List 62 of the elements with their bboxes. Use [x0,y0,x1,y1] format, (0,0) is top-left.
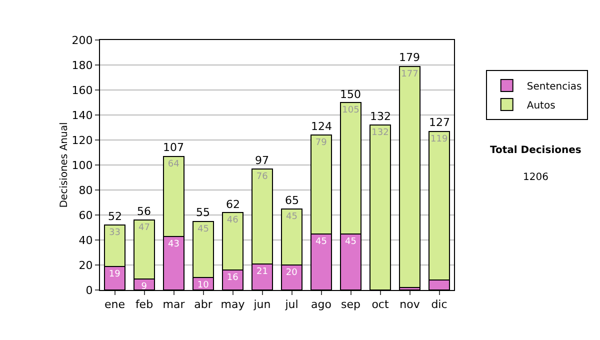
x-tick-label: may [220,298,246,312]
y-axis-title: Decisiones Anual [58,122,70,208]
x-tick-label: sep [341,298,361,312]
data-label: 43 [168,239,180,250]
data-label: 46 [226,216,239,226]
data-label: 10 [197,280,210,290]
data-label: 45 [286,212,298,222]
total-label: 65 [285,194,299,207]
x-tick-label: ago [311,298,332,312]
total-label: 107 [163,141,184,154]
y-tick-label: 20 [78,258,93,272]
data-label: 119 [430,134,448,144]
data-label: 76 [256,172,268,182]
total-label: 97 [255,154,269,167]
x-tick-label: mar [162,298,186,312]
y-tick-label: 60 [78,208,93,222]
y-tick-label: 180 [72,58,93,72]
y-tick-label: 80 [78,184,93,197]
x-tick-label: jul [284,298,298,312]
x-tick-label: jun [252,298,271,312]
data-label: 64 [168,159,180,170]
total-label: 62 [226,198,240,211]
total-label: 55 [196,206,210,219]
y-tick-label: 40 [78,234,93,247]
x-tick-label: oct [372,298,390,312]
total-label: 132 [370,110,391,123]
x-tick-label: nov [400,298,420,312]
text: Total Decisiones [490,145,582,156]
text: 1206 [523,172,548,183]
y-tick-label: 100 [72,158,93,172]
total-label: 127 [429,116,450,129]
data-label: 19 [108,269,121,280]
data-label: 16 [226,273,239,283]
x-tick-label: abr [194,298,213,312]
data-label: 45 [345,236,356,247]
x-tick-label: dic [431,298,448,312]
data-label: 177 [401,69,418,80]
x-tick-label: ene [104,298,126,312]
legend-label: Sentencias [526,81,582,92]
data-label: 21 [256,266,268,277]
y-tick-label: 200 [72,34,93,47]
data-label: 20 [286,268,298,278]
y-tick-label: 120 [72,134,93,147]
data-label: 45 [198,224,209,234]
data-label: 47 [138,223,150,233]
total-label: 124 [311,120,332,133]
legend-label: Autos [526,100,556,112]
data-label: 33 [109,228,120,238]
total-label: 56 [137,205,151,218]
data-label: 45 [316,236,327,247]
data-label: 9 [141,282,148,292]
total-label: 150 [340,88,361,101]
x-tick-label: feb [135,298,154,312]
data-label: 105 [342,106,360,116]
y-tick-label: 140 [72,108,93,122]
y-tick-label: 0 [86,284,93,297]
y-tick-label: 160 [72,84,93,97]
data-label: 79 [315,138,328,148]
total-label: 179 [399,51,420,64]
data-label: 132 [372,128,389,138]
total-label: 52 [108,210,122,223]
bar [398,66,421,288]
